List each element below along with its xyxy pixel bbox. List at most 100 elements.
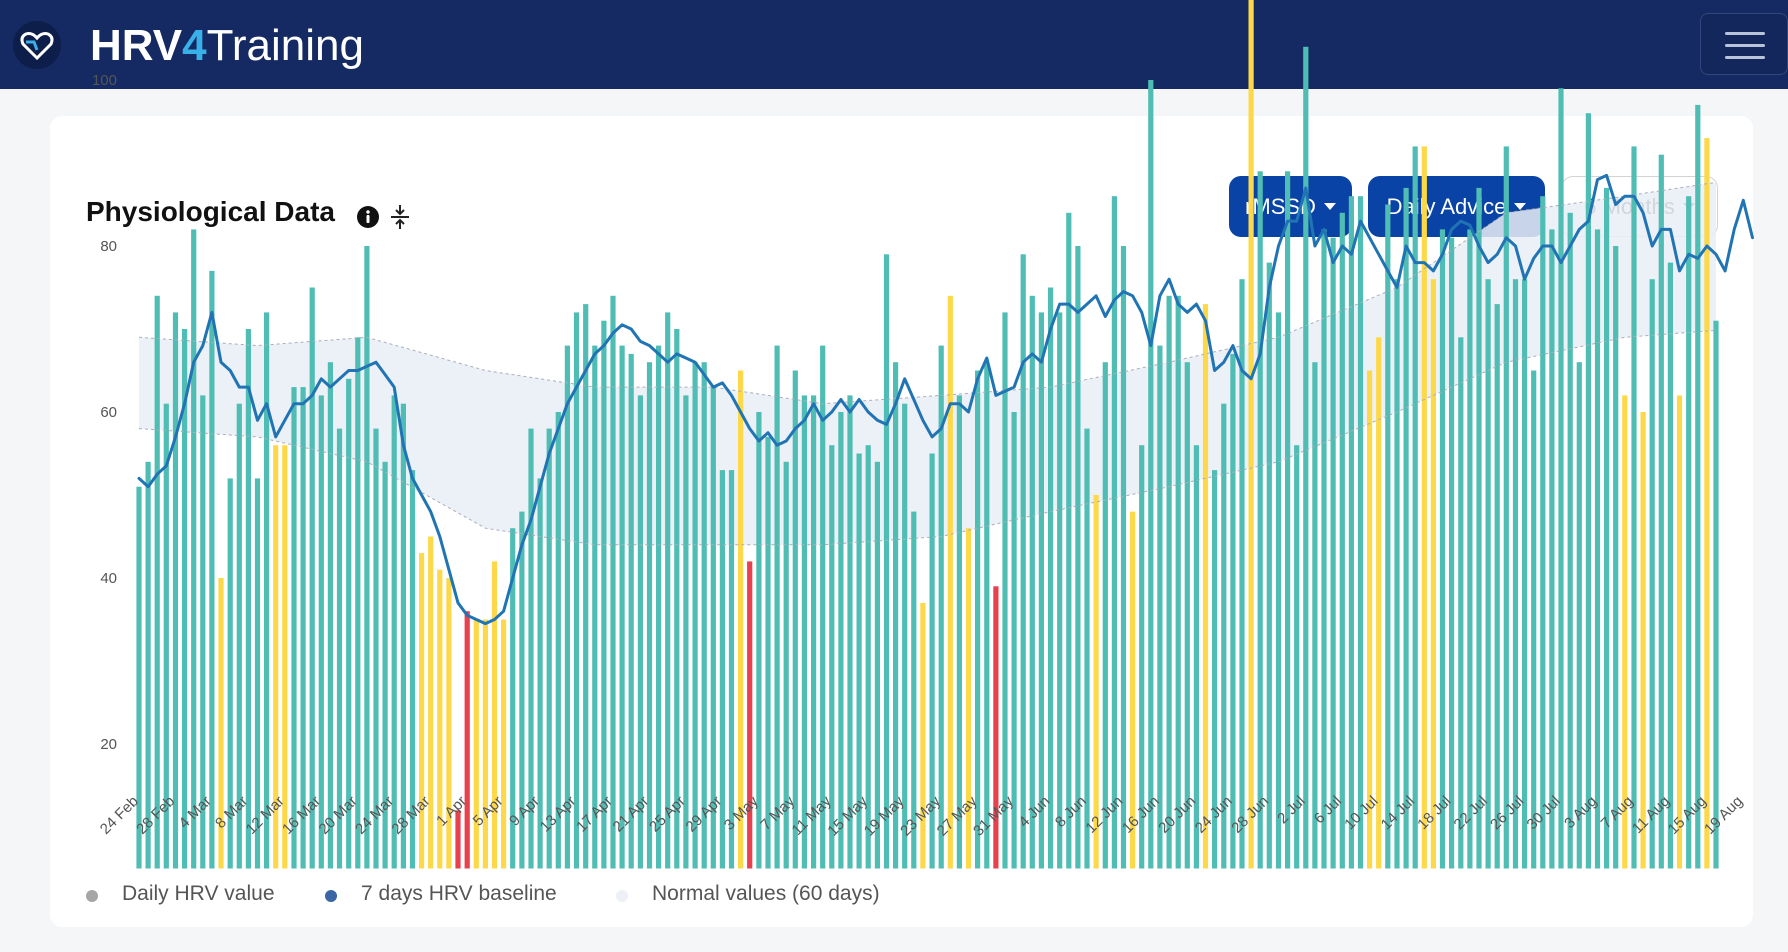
daily-hrv-bar — [1193, 445, 1199, 869]
daily-hrv-bar — [1676, 395, 1683, 869]
daily-hrv-bar — [1257, 171, 1263, 869]
daily-hrv-bar — [710, 387, 716, 869]
daily-hrv-bar — [528, 428, 534, 869]
y-tick-label: 100 — [92, 72, 117, 89]
daily-hrv-bar — [1221, 403, 1227, 869]
daily-hrv-bar — [1093, 495, 1099, 869]
daily-hrv-bar — [1175, 295, 1181, 869]
y-tick-label: 60 — [100, 404, 117, 421]
heart-logo-icon[interactable] — [12, 20, 62, 70]
daily-hrv-bar — [1075, 246, 1081, 869]
legend-daily-dot — [86, 890, 98, 902]
daily-hrv-bar — [1248, 0, 1254, 869]
daily-hrv-bar — [400, 403, 406, 869]
daily-hrv-bar — [1649, 279, 1655, 869]
daily-hrv-bar — [1038, 312, 1044, 869]
daily-hrv-bar — [993, 586, 999, 869]
daily-hrv-bar — [1503, 146, 1509, 869]
daily-hrv-bar — [1622, 395, 1628, 869]
daily-hrv-bar — [1303, 46, 1309, 869]
daily-hrv-bar — [938, 345, 944, 869]
chevron-down-icon — [1323, 203, 1336, 210]
daily-hrv-bar — [610, 295, 616, 869]
legend-baseline-label[interactable]: 7 days HRV baseline — [361, 882, 557, 905]
daily-hrv-bar — [336, 428, 343, 869]
daily-hrv-bar — [473, 619, 479, 869]
daily-hrv-bar — [1385, 204, 1391, 869]
legend-daily-label[interactable]: Daily HRV value — [122, 882, 275, 905]
daily-hrv-bar — [191, 229, 197, 869]
daily-hrv-bar — [947, 295, 953, 869]
daily-hrv-bar — [327, 362, 333, 869]
daily-hrv-bar — [291, 387, 297, 869]
daily-hrv-bar — [428, 536, 434, 869]
daily-hrv-bar — [1494, 304, 1500, 869]
daily-hrv-bar — [893, 362, 899, 869]
daily-hrv-bar — [847, 395, 853, 869]
daily-hrv-bar — [719, 470, 725, 869]
daily-hrv-bar — [656, 345, 662, 869]
daily-hrv-bar — [984, 362, 990, 869]
daily-hrv-bar — [1294, 445, 1300, 869]
daily-hrv-bar — [227, 478, 233, 869]
legend-baseline-dot — [325, 890, 337, 902]
daily-hrv-bar — [254, 478, 261, 869]
x-tick-label: 24 Feb — [97, 793, 142, 838]
daily-hrv-bar — [1476, 187, 1482, 869]
legend-normal-dot — [616, 890, 628, 902]
daily-hrv-bar — [1631, 146, 1637, 869]
collapse-icon[interactable] — [388, 203, 412, 231]
daily-hrv-bar — [1367, 370, 1373, 869]
daily-hrv-bar — [1458, 337, 1464, 869]
daily-hrv-bar — [674, 329, 680, 869]
daily-hrv-bar — [1704, 138, 1710, 869]
daily-hrv-bar — [455, 810, 461, 869]
daily-hrv-bar — [1102, 362, 1108, 869]
daily-hrv-bar — [1157, 345, 1163, 869]
brand-part-1: HRV — [90, 21, 183, 70]
chevron-down-icon — [1514, 203, 1527, 210]
y-tick-label: 80 — [100, 238, 117, 255]
daily-hrv-bar — [1184, 362, 1190, 869]
daily-hrv-bar — [555, 412, 561, 869]
daily-hrv-bar — [965, 528, 972, 869]
daily-hrv-bar — [975, 370, 981, 869]
daily-hrv-bar — [829, 445, 835, 869]
daily-hrv-bar — [1640, 412, 1646, 869]
daily-hrv-bar — [172, 312, 179, 869]
daily-hrv-bar — [355, 337, 361, 869]
daily-hrv-bar — [811, 395, 817, 869]
daily-hrv-bar — [1202, 304, 1209, 869]
hamburger-icon[interactable] — [1700, 13, 1788, 75]
daily-hrv-bar — [1394, 279, 1400, 869]
daily-hrv-bar — [282, 445, 288, 869]
daily-hrv-bar — [701, 362, 707, 869]
daily-hrv-bar — [1139, 445, 1145, 869]
daily-hrv-bar — [801, 395, 807, 869]
daily-hrv-bar — [236, 403, 242, 869]
daily-hrv-bar — [956, 395, 962, 869]
daily-hrv-bar — [883, 254, 890, 869]
daily-hrv-bar — [920, 602, 926, 869]
daily-hrv-bar — [911, 511, 917, 869]
daily-hrv-bar — [154, 295, 160, 869]
daily-hrv-bar — [501, 619, 507, 869]
top-navbar: HRV4Training — [0, 0, 1788, 89]
daily-hrv-bar — [382, 461, 388, 869]
daily-hrv-bar — [218, 578, 224, 869]
daily-hrv-bar — [865, 445, 871, 869]
daily-hrv-bar — [1166, 295, 1172, 869]
daily-hrv-bar — [1613, 246, 1619, 869]
daily-hrv-bar — [1667, 262, 1673, 869]
daily-hrv-bar — [628, 353, 634, 869]
brand-logo-text[interactable]: HRV4Training — [90, 18, 364, 74]
daily-hrv-bar — [419, 553, 425, 869]
daily-hrv-bar — [1567, 212, 1573, 869]
daily-hrv-bar — [1485, 279, 1491, 869]
legend-normal-label[interactable]: Normal values (60 days) — [652, 882, 880, 905]
daily-hrv-bar — [1713, 320, 1719, 869]
daily-hrv-bar — [1686, 196, 1692, 869]
daily-hrv-bar — [1531, 370, 1537, 869]
info-icon[interactable] — [356, 205, 380, 229]
